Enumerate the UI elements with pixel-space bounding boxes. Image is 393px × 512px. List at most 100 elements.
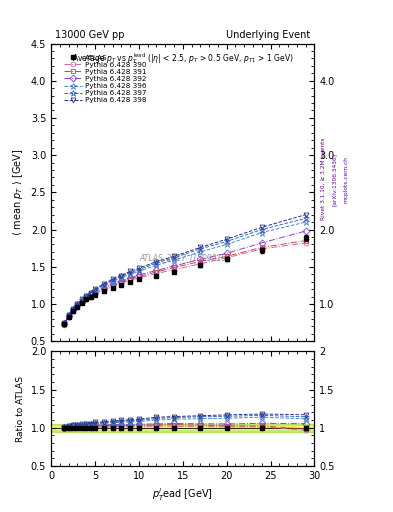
- Pythia 6.428 398: [136, 265, 141, 271]
- Pythia 6.428 398: [66, 312, 71, 318]
- Pythia 6.428 398: [172, 253, 176, 260]
- Pythia 6.428 398: [154, 259, 159, 265]
- Pythia 6.428 397: [101, 282, 106, 288]
- Pythia 6.428 392: [71, 307, 75, 313]
- Pythia 6.428 398: [93, 286, 97, 292]
- Line: Pythia 6.428 396: Pythia 6.428 396: [61, 219, 309, 327]
- Pythia 6.428 391: [75, 303, 80, 309]
- Pythia 6.428 396: [71, 306, 75, 312]
- Pythia 6.428 390: [172, 267, 176, 273]
- Pythia 6.428 392: [101, 285, 106, 291]
- Pythia 6.428 391: [303, 238, 308, 244]
- Pythia 6.428 390: [71, 308, 75, 314]
- Pythia 6.428 398: [259, 224, 264, 230]
- Pythia 6.428 392: [66, 313, 71, 319]
- Pythia 6.428 391: [128, 275, 132, 282]
- Pythia 6.428 392: [84, 295, 88, 301]
- Pythia 6.428 390: [259, 246, 264, 252]
- Pythia 6.428 398: [62, 320, 67, 326]
- Pythia 6.428 398: [224, 236, 229, 242]
- Pythia 6.428 397: [128, 270, 132, 276]
- Pythia 6.428 392: [93, 289, 97, 295]
- Pythia 6.428 397: [66, 312, 71, 318]
- Pythia 6.428 396: [75, 302, 80, 308]
- Pythia 6.428 390: [79, 300, 84, 306]
- Pythia 6.428 391: [71, 307, 75, 313]
- Pythia 6.428 392: [110, 281, 115, 287]
- Pythia 6.428 391: [110, 282, 115, 288]
- Pythia 6.428 396: [88, 290, 93, 296]
- Text: [arXiv:1306.3436]: [arXiv:1306.3436]: [332, 153, 337, 206]
- Bar: [51, 426, 314, 429]
- Pythia 6.428 398: [88, 290, 93, 296]
- Pythia 6.428 398: [110, 276, 115, 283]
- Line: Pythia 6.428 391: Pythia 6.428 391: [62, 238, 308, 327]
- Pythia 6.428 392: [303, 228, 308, 234]
- Pythia 6.428 398: [119, 272, 124, 279]
- Line: Pythia 6.428 397: Pythia 6.428 397: [61, 215, 309, 327]
- Pythia 6.428 391: [154, 269, 159, 275]
- Y-axis label: $\langle$ mean $p_T$ $\rangle$ [GeV]: $\langle$ mean $p_T$ $\rangle$ [GeV]: [11, 148, 25, 236]
- Pythia 6.428 397: [110, 277, 115, 283]
- Line: Pythia 6.428 392: Pythia 6.428 392: [62, 228, 308, 327]
- Pythia 6.428 396: [224, 241, 229, 247]
- X-axis label: $p_T^l$ead [GeV]: $p_T^l$ead [GeV]: [152, 486, 213, 503]
- Pythia 6.428 396: [128, 271, 132, 278]
- Pythia 6.428 396: [84, 293, 88, 300]
- Pythia 6.428 392: [62, 321, 67, 327]
- Pythia 6.428 390: [303, 240, 308, 246]
- Pythia 6.428 397: [172, 255, 176, 261]
- Text: mcplots.cern.ch: mcplots.cern.ch: [344, 156, 349, 203]
- Pythia 6.428 390: [75, 303, 80, 309]
- Pythia 6.428 391: [136, 273, 141, 280]
- Text: ATLAS_2017_I1509919: ATLAS_2017_I1509919: [139, 253, 226, 262]
- Pythia 6.428 390: [66, 313, 71, 319]
- Pythia 6.428 397: [119, 273, 124, 280]
- Pythia 6.428 396: [303, 219, 308, 225]
- Pythia 6.428 390: [110, 283, 115, 289]
- Pythia 6.428 390: [88, 293, 93, 300]
- Pythia 6.428 390: [198, 261, 203, 267]
- Pythia 6.428 391: [119, 279, 124, 285]
- Text: Average $p_T$ vs $p_T^{\mathrm{lead}}$ ($|\eta|$ < 2.5, $p_T$ > 0.5 GeV, $p_{T1}: Average $p_T$ vs $p_T^{\mathrm{lead}}$ (…: [72, 51, 294, 66]
- Pythia 6.428 398: [75, 301, 80, 307]
- Line: Pythia 6.428 390: Pythia 6.428 390: [62, 241, 308, 327]
- Pythia 6.428 391: [224, 253, 229, 260]
- Pythia 6.428 392: [224, 250, 229, 257]
- Pythia 6.428 392: [119, 278, 124, 284]
- Pythia 6.428 397: [79, 297, 84, 303]
- Pythia 6.428 390: [101, 287, 106, 293]
- Y-axis label: Ratio to ATLAS: Ratio to ATLAS: [16, 376, 25, 442]
- Pythia 6.428 397: [303, 216, 308, 222]
- Pythia 6.428 397: [136, 267, 141, 273]
- Pythia 6.428 391: [101, 285, 106, 291]
- Pythia 6.428 396: [154, 262, 159, 268]
- Pythia 6.428 396: [62, 320, 67, 326]
- Pythia 6.428 390: [128, 277, 132, 283]
- Pythia 6.428 390: [93, 291, 97, 297]
- Pythia 6.428 398: [128, 268, 132, 274]
- Text: 13000 GeV pp: 13000 GeV pp: [55, 30, 125, 40]
- Pythia 6.428 397: [75, 301, 80, 307]
- Pythia 6.428 396: [101, 282, 106, 288]
- Pythia 6.428 390: [224, 255, 229, 261]
- Pythia 6.428 392: [75, 303, 80, 309]
- Pythia 6.428 398: [303, 211, 308, 218]
- Pythia 6.428 397: [71, 306, 75, 312]
- Pythia 6.428 390: [84, 295, 88, 302]
- Pythia 6.428 396: [79, 297, 84, 303]
- Pythia 6.428 397: [93, 287, 97, 293]
- Pythia 6.428 391: [93, 290, 97, 296]
- Pythia 6.428 397: [259, 226, 264, 232]
- Pythia 6.428 397: [154, 260, 159, 266]
- Pythia 6.428 390: [119, 280, 124, 286]
- Pythia 6.428 397: [84, 293, 88, 299]
- Pythia 6.428 390: [154, 270, 159, 276]
- Pythia 6.428 392: [79, 298, 84, 305]
- Pythia 6.428 391: [62, 321, 67, 327]
- Pythia 6.428 398: [84, 293, 88, 299]
- Pythia 6.428 391: [66, 313, 71, 319]
- Line: Pythia 6.428 398: Pythia 6.428 398: [62, 212, 308, 326]
- Text: Underlying Event: Underlying Event: [226, 30, 310, 40]
- Pythia 6.428 392: [136, 272, 141, 278]
